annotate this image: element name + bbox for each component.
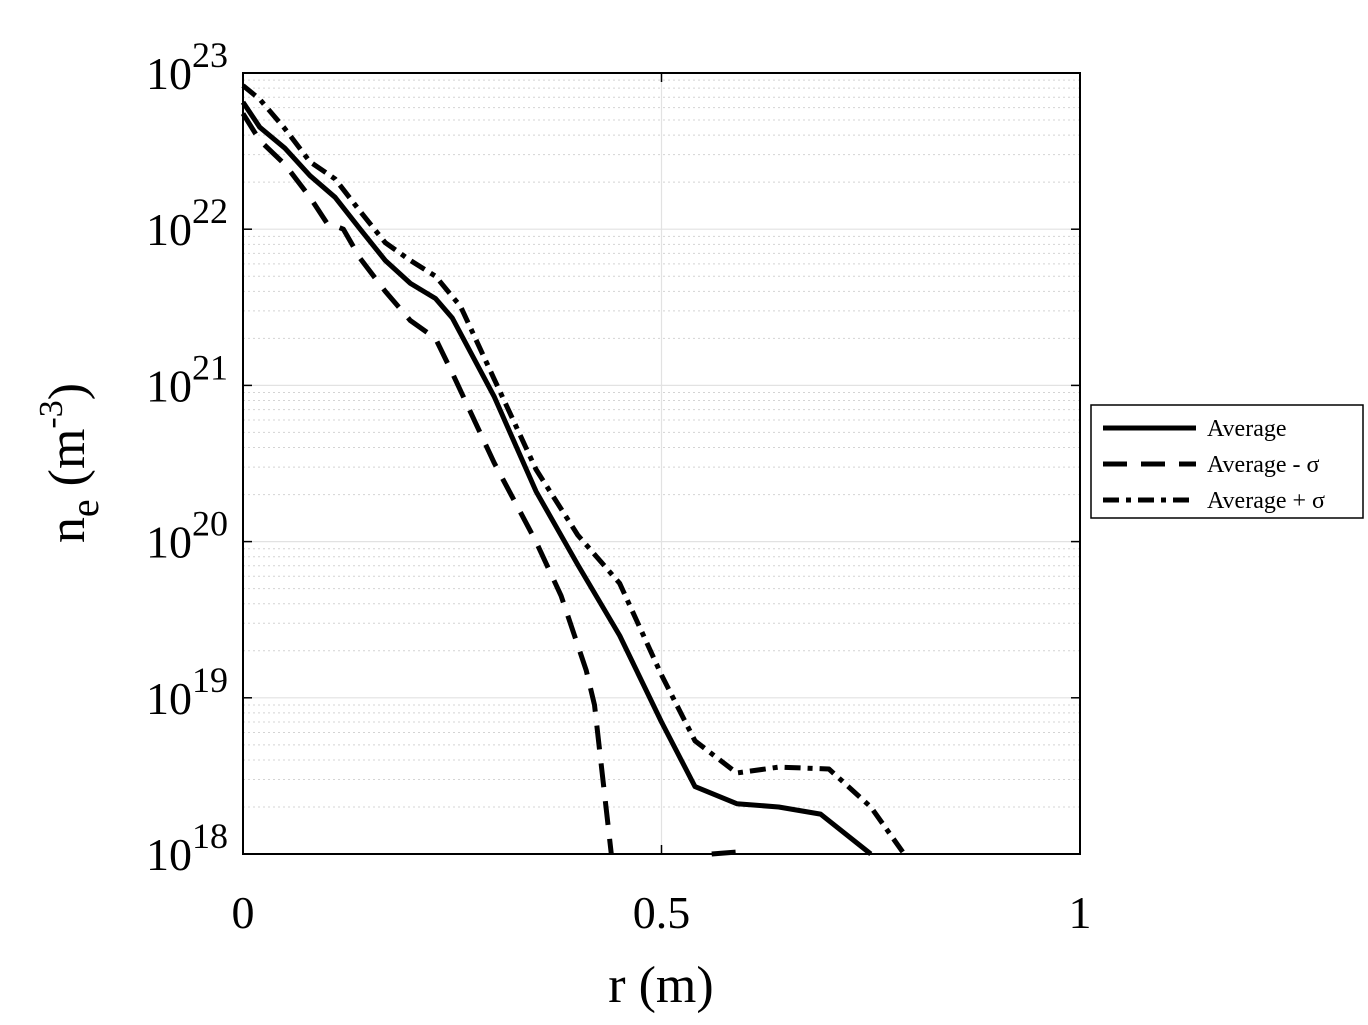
y-tick-label-exponent: 18 [192,816,228,856]
x-tick-label: 0 [232,887,255,938]
y-tick-label-base: 10 [146,673,192,724]
y-tick-label-exponent: 23 [192,35,228,75]
y-tick-label: 1021 [146,347,228,411]
y-axis-label-base: n [39,517,96,543]
series-line-average [241,83,907,856]
y-tick-label-exponent: 19 [192,660,228,700]
y-axis-label-unit-exp: -3 [33,400,70,428]
legend-label: Average [1207,416,1287,442]
y-tick-label-base: 10 [146,48,192,99]
y-tick-label-base: 10 [146,829,192,880]
x-axis-label: r (m) [608,957,713,1014]
y-tick-label-base: 10 [146,360,192,411]
x-tick-label: 1 [1069,887,1092,938]
legend-label: Average - σ [1207,452,1319,478]
x-tick-label: 0.5 [633,887,691,938]
y-tick-label: 1023 [146,35,228,99]
y-axis-label: ne (m-3) [33,383,107,543]
y-axis-label-unit-close: ) [39,383,96,400]
y-tick-label-base: 10 [146,204,192,255]
y-tick-label-base: 10 [146,517,192,568]
legend-box [1090,404,1364,519]
y-tick-label: 1022 [146,191,228,255]
y-tick-label: 1018 [146,816,228,880]
y-tick-label: 1019 [146,660,228,724]
y-tick-label-exponent: 21 [192,347,228,387]
axis-ticks [242,72,1081,855]
legend-label: Average + σ [1207,488,1325,514]
y-axis-label-sub: e [62,499,107,517]
y-axis-label-unit-open: (m [39,429,96,500]
series-line-average [240,112,614,855]
series-line-average [240,100,873,856]
legend: Average Average - σ Average + σ [1090,404,1364,519]
y-tick-label-exponent: 20 [192,504,228,544]
y-tick-label-exponent: 22 [192,191,228,231]
y-tick-label: 1020 [146,504,228,568]
